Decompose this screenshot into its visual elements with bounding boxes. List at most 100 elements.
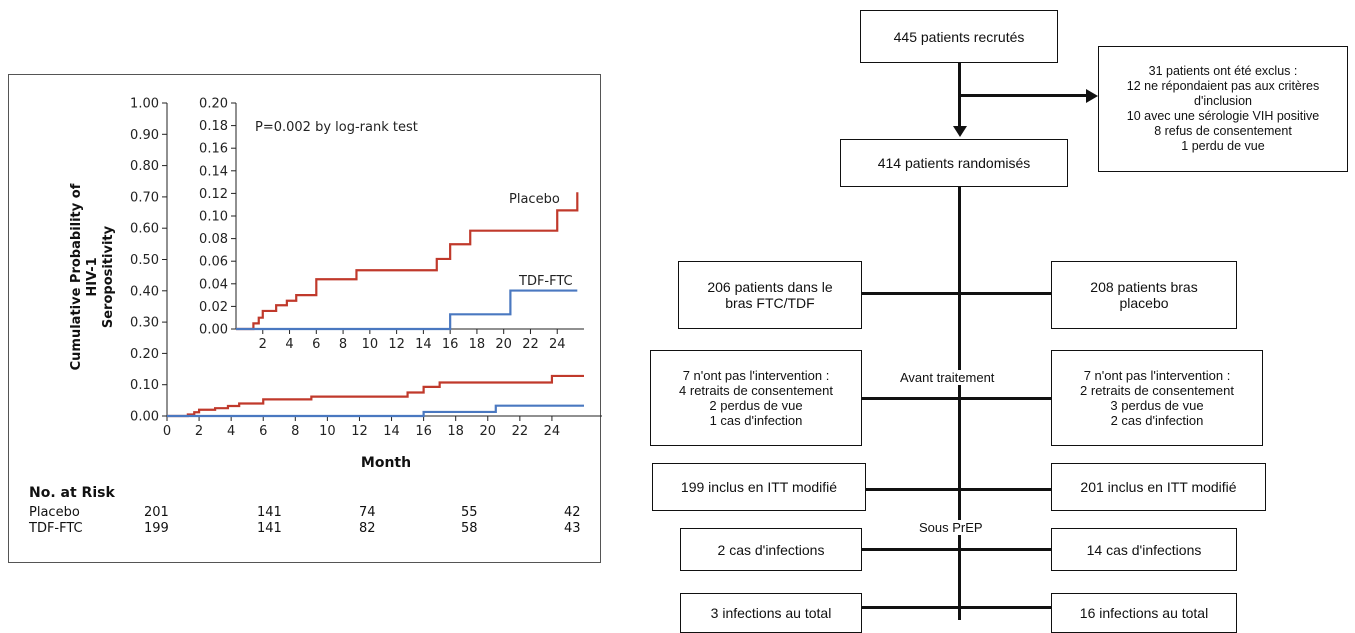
exclus-line: 12 ne répondaient pas aux critères xyxy=(1126,79,1320,93)
main-y-tick-label: 0.00 xyxy=(130,410,159,425)
box-placebo-pas-intervention: 7 n'ont pas l'intervention : 2 retraits … xyxy=(1051,350,1263,446)
label-tdf-ftc: TDF-FTC xyxy=(518,274,573,289)
inset-x-tick-label: 14 xyxy=(415,337,432,352)
main-y-tick-label: 0.40 xyxy=(130,284,159,299)
risk-row-label-tdf: TDF-FTC xyxy=(29,521,83,536)
box-bras-ftc: 206 patients dans le bras FTC/TDF xyxy=(678,261,862,329)
bras-placebo-line: 208 patients bras xyxy=(1090,279,1198,295)
inset-x-tick-label: 10 xyxy=(362,337,379,352)
exclus-line: 8 refus de consentement xyxy=(1154,124,1292,138)
main-series-tdf-ftc xyxy=(167,404,584,418)
x-axis-title: Month xyxy=(361,455,411,471)
main-x-tick-label: 0 xyxy=(163,424,171,439)
inset-y-tick-label: 0.02 xyxy=(199,300,228,315)
main-x-tick-label: 18 xyxy=(447,424,464,439)
main-series-placebo xyxy=(167,374,584,418)
main-y-tick-label: 0.70 xyxy=(130,190,159,205)
main-x-tick-label: 4 xyxy=(227,424,235,439)
box-recrutes: 445 patients recrutés xyxy=(860,10,1058,63)
inset-x-tick-label: 24 xyxy=(549,337,566,352)
main-y-tick-label: 0.10 xyxy=(130,378,159,393)
main-y-tick-label: 0.30 xyxy=(130,316,159,331)
risk-placebo-3: 55 xyxy=(461,505,478,520)
ftc-pi-line: 1 cas d'infection xyxy=(709,413,803,428)
inset-y-tick-label: 0.04 xyxy=(199,277,228,292)
exclus-line: 1 perdu de vue xyxy=(1181,139,1265,153)
risk-placebo-2: 74 xyxy=(359,505,376,520)
box-ftc-itt: 199 inclus en ITT modifié xyxy=(652,463,866,511)
exclus-line: d'inclusion xyxy=(1194,94,1252,108)
placebo-pi-line: 2 cas d'infection xyxy=(1110,413,1204,428)
main-x-tick-label: 6 xyxy=(259,424,267,439)
inset-x-tick-label: 12 xyxy=(388,337,405,352)
main-y-tick-label: 0.80 xyxy=(130,159,159,174)
inset-series-tdf-ftc xyxy=(236,289,578,331)
risk-placebo-0: 201 xyxy=(144,505,169,520)
ftc-pi-line: 4 retraits de consentement xyxy=(679,383,833,398)
connector-itt xyxy=(866,488,1054,491)
main-y-tick-label: 0.50 xyxy=(130,253,159,268)
inset-x-tick-label: 16 xyxy=(442,337,459,352)
inset-y-tick-label: 0.00 xyxy=(199,323,228,338)
box-placebo-itt: 201 inclus en ITT modifié xyxy=(1051,463,1266,511)
box-placebo-total: 16 infections au total xyxy=(1051,593,1237,633)
exclus-line: 10 avec une sérologie VIH positive xyxy=(1126,109,1320,123)
main-x-tick-label: 10 xyxy=(319,424,336,439)
connector-arms xyxy=(862,292,1054,295)
risk-row-label-placebo: Placebo xyxy=(29,505,80,520)
label-avant-traitement: Avant traitement xyxy=(897,370,998,385)
box-placebo-infections: 14 cas d'infections xyxy=(1051,528,1237,571)
connector-pas-intervention xyxy=(862,397,1054,400)
connector-infections xyxy=(862,548,1054,551)
ftc-pi-line: 2 perdus de vue xyxy=(709,398,803,413)
inset-x-tick-label: 2 xyxy=(259,337,267,352)
inset-x-tick-label: 20 xyxy=(495,337,512,352)
inset-x-tick-label: 6 xyxy=(312,337,320,352)
box-ftc-infections: 2 cas d'infections xyxy=(680,528,862,571)
inset-y-tick-label: 0.12 xyxy=(199,187,228,202)
inset-y-tick-label: 0.18 xyxy=(199,119,228,134)
main-x-tick-label: 2 xyxy=(195,424,203,439)
ftc-pi-line: 7 n'ont pas l'intervention : xyxy=(682,368,830,383)
label-sous-prep: Sous PrEP xyxy=(916,520,986,535)
main-x-tick-label: 14 xyxy=(383,424,400,439)
inset-y-tick-label: 0.14 xyxy=(199,164,228,179)
inset-y-tick-label: 0.16 xyxy=(199,142,228,157)
risk-placebo-1: 141 xyxy=(257,505,282,520)
main-x-tick-label: 24 xyxy=(544,424,561,439)
main-y-tick-label: 1.00 xyxy=(130,97,159,112)
inset-y-tick-label: 0.10 xyxy=(199,210,228,225)
box-ftc-pas-intervention: 7 n'ont pas l'intervention : 4 retraits … xyxy=(650,350,862,446)
connector-exclusion xyxy=(958,94,1088,97)
bras-ftc-line: bras FTC/TDF xyxy=(725,295,815,311)
main-x-tick-label: 20 xyxy=(479,424,496,439)
km-figure-panel: 0.00 0.10 0.20 0.30 0.40 0.50 0.60 0.70 0.80 0.90… xyxy=(8,74,602,563)
main-axes: 0.00 0.10 0.20 0.30 0.40 0.50 0.60 0.70 0.80 0.90… xyxy=(130,97,602,471)
bras-placebo-line: placebo xyxy=(1119,295,1169,311)
main-y-tick-label: 0.60 xyxy=(130,222,159,237)
km-chart: 0.00 0.10 0.20 0.30 0.40 0.50 0.60 0.70 0.80 0.90… xyxy=(130,97,602,471)
risk-placebo-4: 42 xyxy=(564,505,581,520)
bras-ftc-line: 206 patients dans le xyxy=(707,279,833,295)
main-x-tick-label: 12 xyxy=(351,424,368,439)
main-x-tick-label: 22 xyxy=(512,424,529,439)
connector-main-trunk xyxy=(958,186,961,620)
arrowhead-right xyxy=(1086,89,1098,103)
main-x-tick-label: 16 xyxy=(415,424,432,439)
box-bras-placebo: 208 patients bras placebo xyxy=(1051,261,1237,329)
risk-tdf-3: 58 xyxy=(461,521,478,536)
placebo-pi-line: 2 retraits de consentement xyxy=(1080,383,1234,398)
placebo-pi-line: 3 perdus de vue xyxy=(1110,398,1204,413)
inset-y-tick-label: 0.20 xyxy=(199,97,228,112)
main-y-tick-label: 0.90 xyxy=(130,128,159,143)
inset-x-tick-label: 18 xyxy=(469,337,486,352)
risk-tdf-4: 43 xyxy=(564,521,581,536)
risk-tdf-0: 199 xyxy=(144,521,169,536)
inset-axes: 0.00 0.02 0.04 0.06 0.08 0.10 0.12 0.14 0.16 0.18… xyxy=(199,97,584,352)
label-placebo: Placebo xyxy=(509,192,560,207)
risk-tdf-1: 141 xyxy=(257,521,282,536)
inset-y-tick-label: 0.06 xyxy=(199,255,228,270)
inset-x-tick-label: 4 xyxy=(285,337,293,352)
risk-table-title: No. at Risk xyxy=(29,485,115,501)
